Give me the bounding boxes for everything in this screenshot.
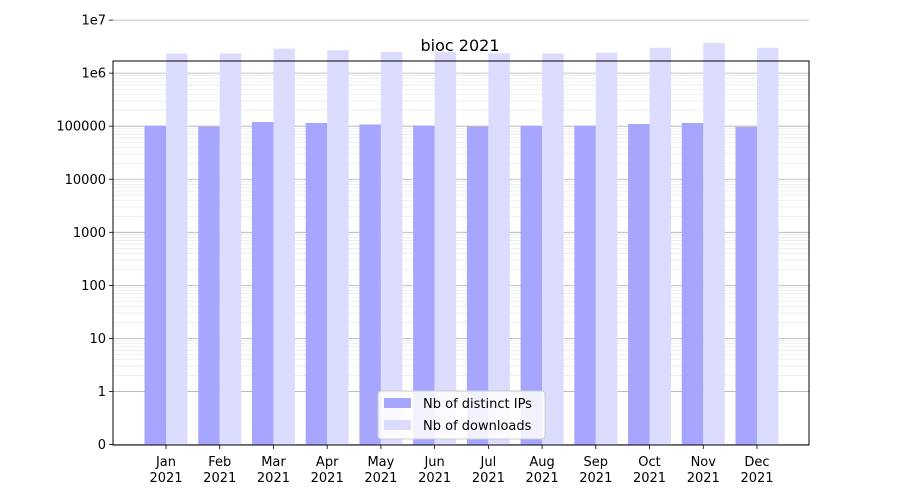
x-tick-label-year: 2021	[364, 471, 397, 486]
y-tick-label: 1	[98, 385, 106, 400]
x-tick-label-month: Mar	[261, 455, 286, 470]
x-tick-label-year: 2021	[418, 471, 451, 486]
legend-label-distinct-ips: Nb of distinct IPs	[423, 397, 532, 412]
x-tick-label-month: Jun	[423, 455, 444, 470]
x-axis: Jan2021Feb2021Mar2021Apr2021May2021Jun20…	[149, 445, 774, 486]
x-tick-label-year: 2021	[740, 471, 773, 486]
x-tick-label-year: 2021	[311, 471, 344, 486]
bars	[144, 43, 779, 445]
bar-downloads-jun	[434, 52, 457, 445]
x-tick-label-month: Sep	[584, 455, 609, 470]
x-tick-label-year: 2021	[257, 471, 290, 486]
x-tick-label-month: Nov	[691, 455, 717, 470]
bar-downloads-mar	[273, 48, 295, 445]
y-tick-label: 0	[98, 438, 106, 453]
x-tick-label-year: 2021	[579, 471, 612, 486]
chart-title: bioc 2021	[421, 36, 500, 55]
bar-distinct-ips-nov	[681, 122, 704, 445]
x-tick-label-year: 2021	[472, 471, 505, 486]
bar-downloads-feb	[219, 53, 242, 445]
legend-swatch-distinct-ips	[384, 398, 411, 408]
x-tick-label-year: 2021	[149, 471, 182, 486]
bar-downloads-nov	[703, 43, 725, 445]
y-tick-label: 1e7	[81, 14, 106, 29]
bar-distinct-ips-sep	[574, 125, 596, 445]
y-tick-label: 10	[89, 332, 106, 347]
x-tick-label-month: Oct	[638, 455, 660, 470]
bar-downloads-sep	[595, 52, 618, 445]
x-tick-label-month: May	[367, 455, 394, 470]
bar-distinct-ips-feb	[198, 126, 220, 445]
legend-box	[377, 390, 546, 440]
bar-downloads-jan	[166, 53, 188, 445]
y-tick-label: 10000	[65, 173, 106, 188]
bar-distinct-ips-oct	[628, 124, 650, 445]
bar-distinct-ips-aug	[520, 125, 543, 445]
legend: Nb of distinct IPs Nb of downloads	[377, 390, 546, 440]
legend-label-downloads: Nb of downloads	[423, 419, 532, 434]
x-tick-label-year: 2021	[687, 471, 720, 486]
bar-downloads-dec	[757, 47, 779, 445]
x-tick-label-month: Dec	[744, 455, 769, 470]
bar-distinct-ips-may	[359, 124, 381, 445]
bar-distinct-ips-dec	[735, 126, 757, 445]
bar-distinct-ips-jan	[144, 125, 166, 445]
x-tick-label-month: Jan	[155, 455, 176, 470]
x-tick-label-year: 2021	[203, 471, 236, 486]
bar-distinct-ips-jun	[413, 125, 435, 445]
x-tick-label-year: 2021	[526, 471, 559, 486]
x-tick-label-month: Apr	[316, 455, 339, 470]
x-tick-label-month: Jul	[480, 455, 497, 470]
y-tick-label: 100	[81, 279, 106, 294]
bar-distinct-ips-jul	[466, 126, 489, 445]
y-tick-label: 100000	[56, 120, 106, 135]
plot-frame	[112, 60, 810, 446]
x-tick-label-month: Aug	[529, 455, 554, 470]
legend-swatch-downloads	[384, 420, 411, 430]
bar-downloads-jul	[488, 53, 510, 445]
x-tick-label-year: 2021	[633, 471, 666, 486]
bar-downloads-aug	[542, 53, 564, 445]
bar-downloads-may	[380, 52, 403, 445]
bar-downloads-oct	[649, 47, 672, 445]
x-tick-label-month: Feb	[208, 455, 231, 470]
y-tick-label: 1000	[73, 226, 106, 241]
y-tick-label: 1e6	[81, 67, 106, 82]
bar-distinct-ips-apr	[305, 122, 328, 445]
bar-distinct-ips-mar	[251, 121, 274, 445]
bar-downloads-apr	[327, 50, 349, 445]
y-axis: 0 1 10 100 1000 10000 100000 1e6 1e7	[56, 14, 113, 453]
